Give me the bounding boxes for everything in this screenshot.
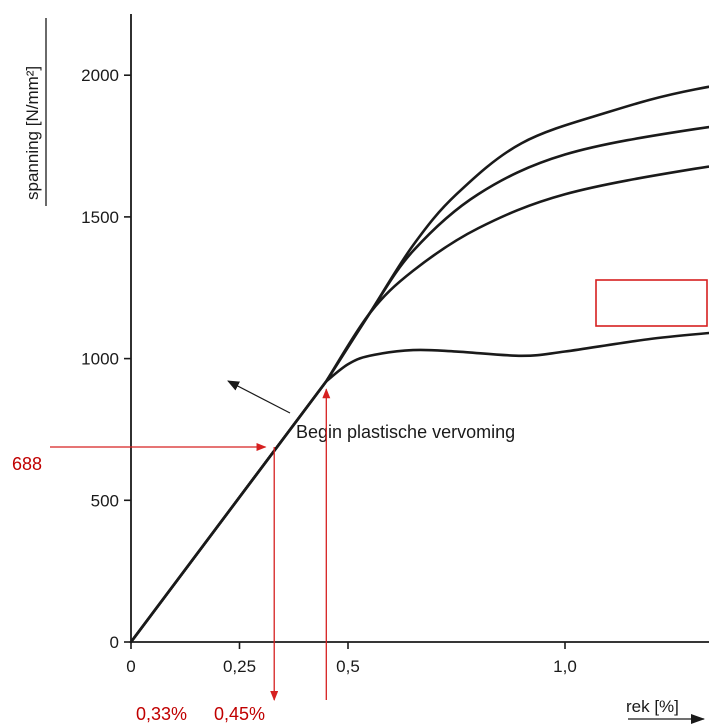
series-line-fep-1860 [129, 85, 709, 644]
series-line-fep-1030 [129, 331, 709, 644]
y-tick-label: 1500 [81, 208, 119, 227]
red-annotations [50, 388, 331, 701]
x-tick-label: 0 [126, 657, 135, 676]
x-axis-title: rek [%] [626, 697, 679, 716]
y-axis-ticks: 0 500 1000 1500 2000 [81, 66, 131, 652]
series-line-fep-1770 [129, 125, 709, 644]
series-lines [129, 85, 709, 644]
x-tick-label: 0,5 [336, 657, 360, 676]
annotation-033: 0,33% [136, 704, 187, 724]
y-tick-label: 0 [110, 633, 119, 652]
x-tick-label: 1,0 [553, 657, 577, 676]
x-axis-ticks: 00,250,51,01,52,0 [126, 642, 577, 676]
highlight-box [595, 279, 708, 327]
y-axis-title: spanning [N/mm²] [23, 66, 42, 200]
series-line-fep-1670 [129, 165, 709, 644]
y-tick-label: 500 [91, 491, 119, 510]
x-tick-label: 0,25 [223, 657, 256, 676]
y-tick-label: 2000 [81, 66, 119, 85]
annotation-045: 0,45% [214, 704, 265, 724]
annotation-plastic-text: Begin plastische vervoming [296, 422, 515, 442]
annotation-plastic-arrow [227, 380, 291, 414]
y-tick-label: 1000 [81, 350, 119, 369]
annotation-688: 688 [12, 454, 42, 474]
axes [130, 14, 709, 643]
